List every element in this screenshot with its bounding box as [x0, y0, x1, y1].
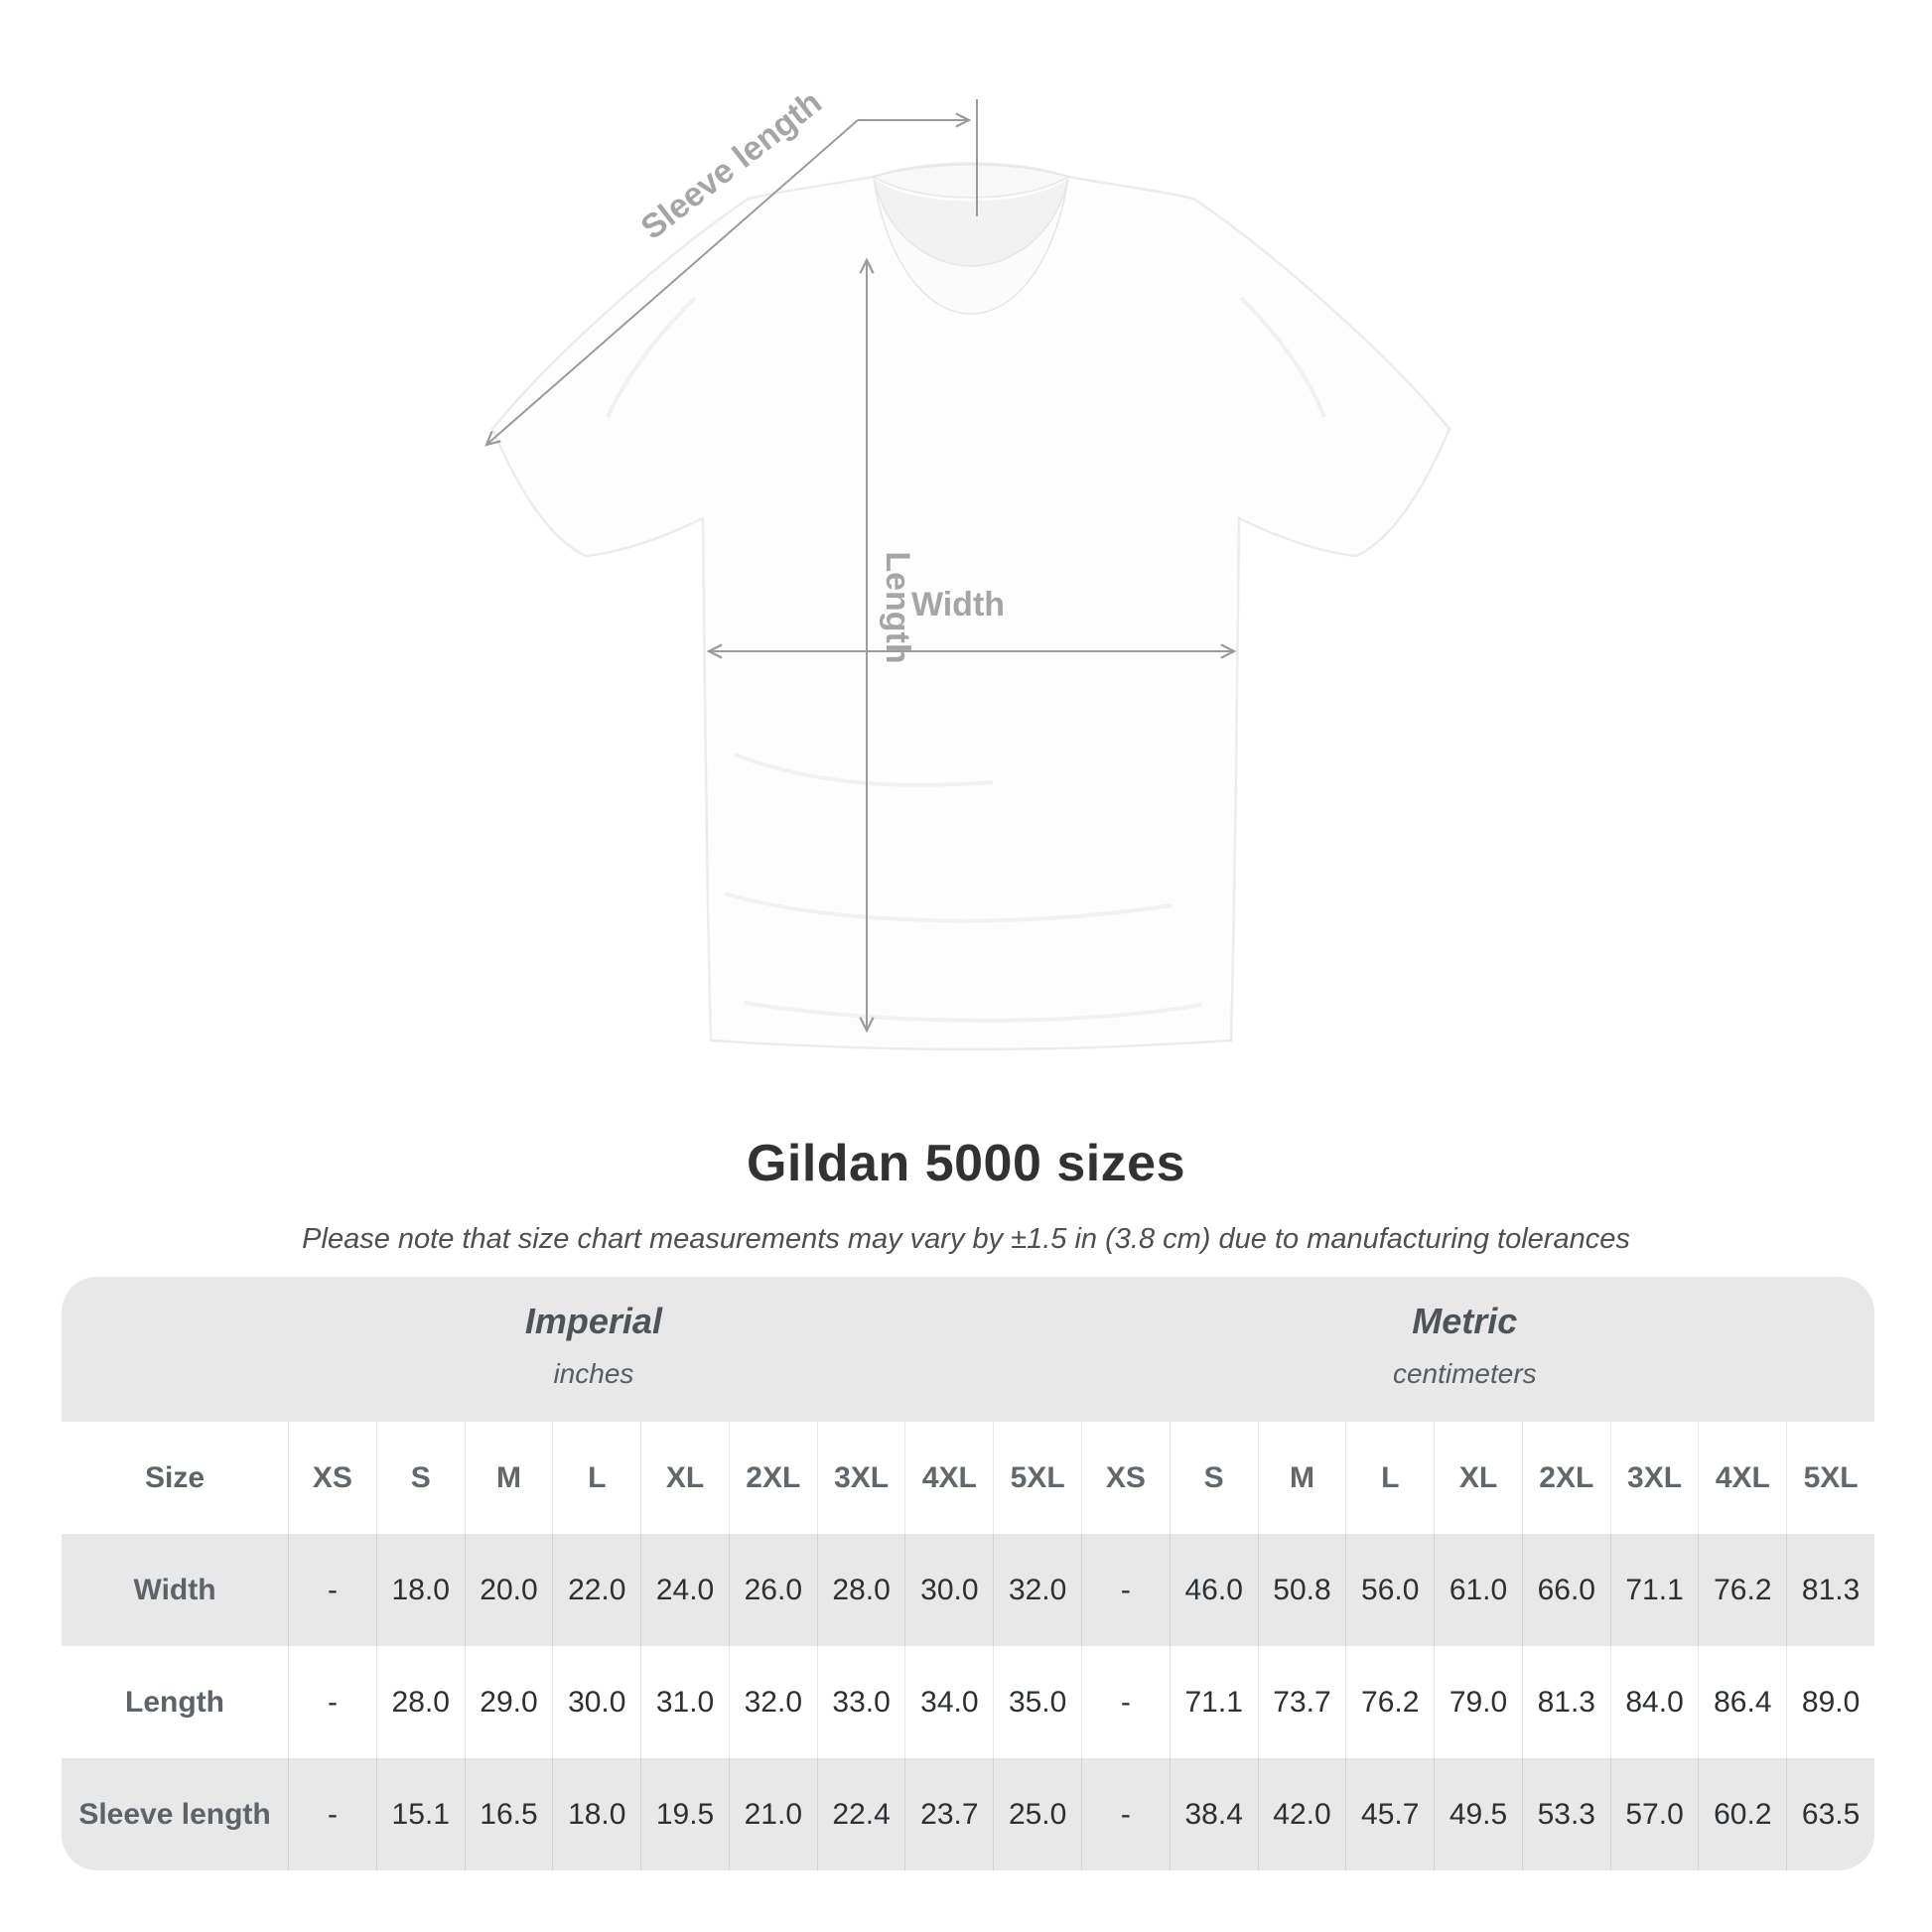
table-cell-imperial: -	[288, 1758, 376, 1870]
table-cell-imperial: 35.0	[993, 1646, 1081, 1758]
table-cell-metric: 89.0	[1786, 1646, 1874, 1758]
table-cell-metric: 81.3	[1786, 1534, 1874, 1646]
column-header-imperial-m: M	[464, 1422, 553, 1534]
column-header-metric-5xl: 5XL	[1786, 1422, 1874, 1534]
table-row: Size XS S M L XL 2XL 3XL 4XL 5XL XS S M L XL 2XL 3XL 4XL 5…	[62, 1422, 1874, 1534]
table-cell-metric: 76.2	[1698, 1534, 1786, 1646]
table-cell-metric: 73.7	[1257, 1646, 1346, 1758]
table-cell-metric: 86.4	[1698, 1646, 1786, 1758]
table-cell-metric: -	[1081, 1534, 1170, 1646]
unit-band: Imperial inches Metric centimeters	[62, 1277, 1874, 1422]
table-cell-imperial: 32.0	[993, 1534, 1081, 1646]
table-cell-imperial: 32.0	[728, 1646, 817, 1758]
column-header-imperial-5xl: 5XL	[993, 1422, 1081, 1534]
table-cell-metric: 63.5	[1786, 1758, 1874, 1870]
table-cell-metric: -	[1081, 1758, 1170, 1870]
table-cell-imperial: 22.0	[552, 1534, 640, 1646]
table-cell-imperial: 24.0	[640, 1534, 729, 1646]
table-cell-metric: 57.0	[1609, 1758, 1699, 1870]
table-cell-imperial: 30.0	[904, 1534, 993, 1646]
sleeve-length-arrow	[484, 99, 978, 447]
unit-group-imperial-unit: inches	[553, 1358, 634, 1389]
table-cell-metric: 61.0	[1434, 1534, 1522, 1646]
table-cell-metric: 60.2	[1698, 1758, 1786, 1870]
table-cell-metric: 66.0	[1521, 1534, 1610, 1646]
table-cell-metric: 81.3	[1521, 1646, 1610, 1758]
table-cell-imperial: 18.0	[375, 1534, 465, 1646]
table-cell-metric: -	[1081, 1646, 1170, 1758]
page-title: Gildan 5000 sizes	[746, 1135, 1186, 1192]
size-grid: Size XS S M L XL 2XL 3XL 4XL 5XL XS S M L XL 2XL 3XL 4XL 5…	[62, 1422, 1874, 1870]
column-header-imperial-xs: XS	[288, 1422, 376, 1534]
column-header-metric-m: M	[1257, 1422, 1346, 1534]
table-cell-imperial: 28.0	[816, 1534, 905, 1646]
column-header-metric-4xl: 4XL	[1698, 1422, 1786, 1534]
column-header-imperial-s: S	[375, 1422, 465, 1534]
table-cell-metric: 76.2	[1345, 1646, 1434, 1758]
table-cell-imperial: 22.4	[816, 1758, 905, 1870]
row-label: Width	[133, 1573, 216, 1606]
table-cell-imperial: 23.7	[904, 1758, 993, 1870]
unit-group-imperial: Imperial inches	[525, 1277, 662, 1390]
tolerance-note: Please note that size chart measurements…	[302, 1223, 1630, 1255]
table-cell-metric: 45.7	[1345, 1758, 1434, 1870]
table-cell-imperial: -	[288, 1534, 376, 1646]
table-cell-imperial: 18.0	[552, 1758, 640, 1870]
column-header-imperial-l: L	[552, 1422, 640, 1534]
width-label: Width	[911, 586, 1005, 623]
column-header-metric-xs: XS	[1081, 1422, 1170, 1534]
unit-group-imperial-label: Imperial	[524, 1301, 662, 1341]
table-cell-imperial: 33.0	[816, 1646, 905, 1758]
table-cell-imperial: 15.1	[375, 1758, 465, 1870]
column-header-metric-2xl: 2XL	[1521, 1422, 1610, 1534]
tshirt-diagram: Sleeve length Length Width	[484, 83, 1451, 1051]
table-cell-imperial: 26.0	[728, 1534, 817, 1646]
column-header-metric-s: S	[1169, 1422, 1258, 1534]
table-cell-imperial: 31.0	[640, 1646, 729, 1758]
size-table: Imperial inches Metric centimeters Size X…	[62, 1277, 1874, 1870]
table-cell-imperial: 19.5	[640, 1758, 729, 1870]
table-cell-imperial: 30.0	[552, 1646, 640, 1758]
column-header-metric-xl: XL	[1434, 1422, 1522, 1534]
row-label: Sleeve length	[78, 1797, 271, 1831]
table-cell-metric: 46.0	[1169, 1534, 1258, 1646]
table-cell-imperial: 28.0	[375, 1646, 465, 1758]
unit-group-metric-unit: centimeters	[1392, 1358, 1537, 1389]
table-cell-imperial: 16.5	[464, 1758, 553, 1870]
unit-group-metric-label: Metric	[1412, 1301, 1518, 1341]
column-header-imperial-xl: XL	[640, 1422, 729, 1534]
table-cell-imperial: 34.0	[904, 1646, 993, 1758]
table-row: Width -18.0 20.0 22.0 24.0 26.0 28.0 30.0 32.0-4…	[62, 1534, 1874, 1646]
column-header-imperial-4xl: 4XL	[904, 1422, 993, 1534]
table-cell-metric: 42.0	[1257, 1758, 1346, 1870]
table-cell-imperial: 25.0	[993, 1758, 1081, 1870]
table-cell-metric: 79.0	[1434, 1646, 1522, 1758]
unit-group-metric: Metric centimeters	[1393, 1277, 1537, 1390]
table-corner-size-label: Size	[145, 1460, 206, 1494]
table-cell-imperial: 21.0	[728, 1758, 817, 1870]
column-header-imperial-2xl: 2XL	[728, 1422, 817, 1534]
column-header-metric-3xl: 3XL	[1609, 1422, 1699, 1534]
table-cell-metric: 38.4	[1169, 1758, 1258, 1870]
table-cell-metric: 49.5	[1434, 1758, 1522, 1870]
table-cell-metric: 50.8	[1257, 1534, 1346, 1646]
row-label: Length	[125, 1685, 225, 1719]
table-cell-imperial: 20.0	[464, 1534, 553, 1646]
tshirt-graphic	[490, 162, 1451, 1051]
table-cell-imperial: -	[288, 1646, 376, 1758]
table-row: Length -28.0 29.0 30.0 31.0 32.0 33.0 34.0 35.0-…	[62, 1646, 1874, 1758]
table-cell-metric: 84.0	[1609, 1646, 1699, 1758]
table-cell-imperial: 29.0	[464, 1646, 553, 1758]
table-cell-metric: 71.1	[1169, 1646, 1258, 1758]
table-row: Sleeve length -15.1 16.5 18.0 19.5 21.0 22.4 23…	[62, 1758, 1874, 1870]
column-header-imperial-3xl: 3XL	[816, 1422, 905, 1534]
table-cell-metric: 56.0	[1345, 1534, 1434, 1646]
table-cell-metric: 53.3	[1521, 1758, 1610, 1870]
column-header-metric-l: L	[1345, 1422, 1434, 1534]
table-cell-metric: 71.1	[1609, 1534, 1699, 1646]
